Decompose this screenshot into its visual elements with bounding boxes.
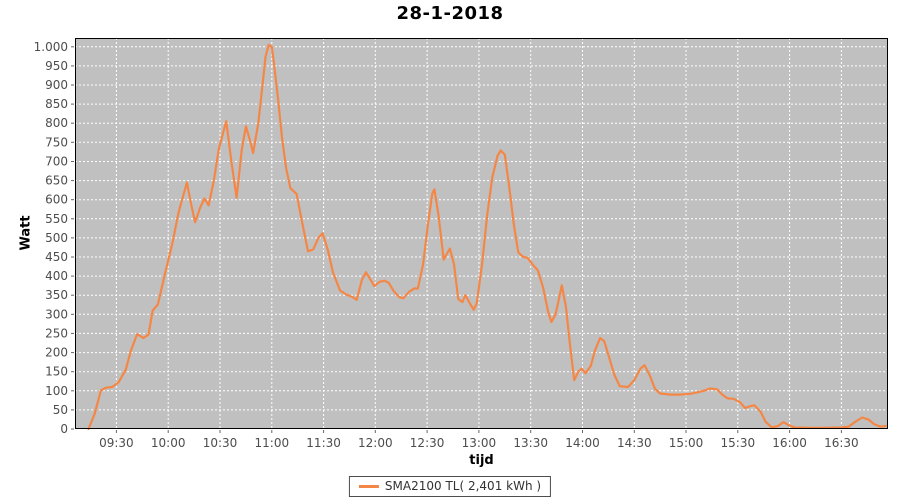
- y-tick-label: 500: [45, 231, 68, 245]
- y-tick-label: 250: [45, 326, 68, 340]
- y-tick-label: 150: [45, 365, 68, 379]
- x-tick-label: 13:00: [462, 436, 497, 450]
- y-tick-label: 750: [45, 135, 68, 149]
- y-tick-label: 600: [45, 193, 68, 207]
- y-tick-label: 700: [45, 155, 68, 169]
- x-tick-label: 12:30: [410, 436, 445, 450]
- y-tick-label: 400: [45, 269, 68, 283]
- x-tick-label: 13:30: [513, 436, 548, 450]
- y-tick-label: 850: [45, 97, 68, 111]
- x-tick-label: 10:00: [151, 436, 186, 450]
- series-line: [87, 43, 888, 431]
- y-tick-label: 900: [45, 78, 68, 92]
- y-tick-label: 450: [45, 250, 68, 264]
- legend-series-label: SMA2100 TL( 2,401 kWh ): [384, 479, 542, 493]
- y-tick-label: 550: [45, 212, 68, 226]
- x-tick-label: 14:30: [617, 436, 652, 450]
- y-tick-label: 950: [45, 59, 68, 73]
- x-tick-label: 16:30: [824, 436, 859, 450]
- x-tick-label: 09:30: [99, 436, 134, 450]
- legend: SMA2100 TL( 2,401 kWh ): [348, 476, 552, 497]
- x-axis-title: tijd: [469, 453, 494, 468]
- y-tick-label: 0: [60, 422, 68, 436]
- y-tick-label: 200: [45, 346, 68, 360]
- legend-series-swatch: [358, 484, 379, 488]
- y-tick-label: 1.000: [34, 40, 68, 54]
- x-tick-label: 15:00: [669, 436, 704, 450]
- y-axis-title: Watt: [18, 215, 34, 251]
- y-tick-label: 50: [53, 403, 68, 417]
- y-tick-label: 350: [45, 288, 68, 302]
- x-tick-label: 10:30: [203, 436, 238, 450]
- x-tick-label: 15:30: [721, 436, 756, 450]
- x-tick-label: 16:00: [772, 436, 807, 450]
- y-tick-label: 100: [45, 384, 68, 398]
- plot-background: [75, 38, 888, 429]
- chart-title: 28-1-2018: [396, 3, 504, 24]
- x-tick-label: 11:30: [306, 436, 341, 450]
- y-tick-label: 650: [45, 174, 68, 188]
- plot-svg: 0 50 100 150 200 250 300 350 400 450 500 550 600 650 7…: [34, 38, 888, 450]
- x-tick-label: 12:00: [358, 436, 393, 450]
- x-tick-label: 11:00: [255, 436, 290, 450]
- y-tick-label: 800: [45, 116, 68, 130]
- x-tick-label: 14:00: [565, 436, 600, 450]
- plot-border: [75, 38, 888, 429]
- y-tick-label: 300: [45, 307, 68, 321]
